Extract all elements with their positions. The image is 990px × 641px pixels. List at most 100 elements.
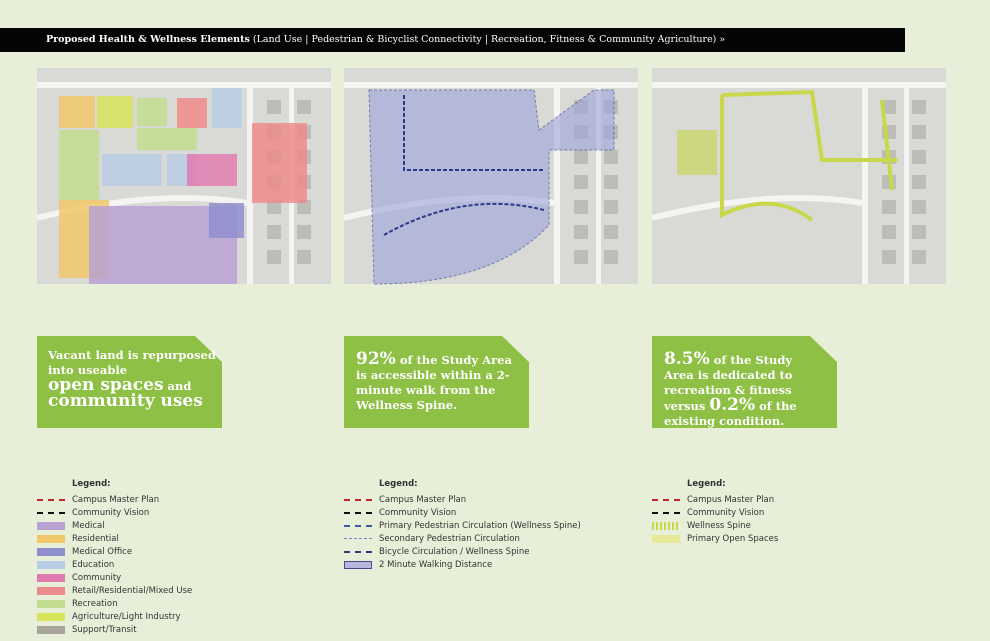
legend-title: Legend: — [379, 479, 418, 489]
building — [574, 150, 588, 164]
legend-label: Campus Master Plan — [379, 494, 467, 505]
legend-label: Support/Transit — [72, 624, 137, 635]
legend-swatch — [37, 612, 65, 621]
building — [912, 125, 926, 139]
legend-label: Community Vision — [379, 507, 457, 518]
legend-label: Campus Master Plan — [72, 494, 160, 505]
legend-item: Community — [37, 571, 192, 584]
building — [604, 225, 618, 239]
legend: Legend: Campus Master Plan Community Visio… — [344, 479, 581, 571]
callout-text: Vacant land is repurposed into useable o… — [48, 348, 223, 410]
building — [882, 250, 896, 264]
callout-run: 8.5% — [664, 349, 710, 369]
legend-swatch — [37, 573, 65, 582]
open-space — [677, 130, 717, 175]
legend-item: Primary Open Spaces — [652, 532, 778, 545]
wellness-spine — [720, 89, 897, 222]
legend-label: Secondary Pedestrian Circulation — [379, 533, 520, 544]
legend-label: Primary Pedestrian Circulation (Wellness… — [379, 520, 581, 531]
building — [297, 250, 311, 264]
legend-item: Bicycle Circulation / Wellness Spine — [344, 545, 581, 558]
legend-item: Medical — [37, 519, 192, 532]
legend-swatch — [344, 560, 372, 569]
legend-swatch — [652, 534, 680, 543]
building — [574, 250, 588, 264]
legend-swatch — [344, 538, 372, 539]
road — [37, 82, 331, 88]
legend-label: Wellness Spine — [687, 520, 751, 531]
legend-item: Secondary Pedestrian Circulation — [344, 532, 581, 545]
building — [604, 150, 618, 164]
legend-item: Residential — [37, 532, 192, 545]
legend-item: Recreation — [37, 597, 192, 610]
legend-swatch — [37, 534, 65, 543]
spine — [383, 95, 545, 236]
legend-label: Recreation — [72, 598, 118, 609]
building — [912, 225, 926, 239]
legend-label: Education — [72, 559, 115, 570]
legend-label: Medical Office — [72, 546, 133, 557]
legend-swatch — [344, 550, 372, 553]
land-use-block — [59, 130, 99, 170]
callout-text: 92% of the Study Area is accessible with… — [356, 349, 516, 413]
building — [267, 200, 281, 214]
legend-swatch — [37, 625, 65, 634]
land-use-block — [59, 96, 95, 128]
callout-run: of the Study Area is dedicated to recrea… — [664, 353, 793, 413]
land-use-block — [252, 123, 307, 203]
legend-swatch — [652, 498, 680, 501]
callout-run: open spaces — [48, 375, 164, 395]
building — [882, 100, 896, 114]
building — [604, 250, 618, 264]
legend-item: Community Vision — [344, 506, 581, 519]
legend-item: Campus Master Plan — [37, 493, 192, 506]
legend-item: Community Vision — [652, 506, 778, 519]
land-use-block — [59, 170, 99, 200]
legend-item: Agriculture/Light Industry — [37, 610, 192, 623]
map-base — [652, 68, 946, 284]
legend-item: Campus Master Plan — [652, 493, 778, 506]
legend-item: Education — [37, 558, 192, 571]
legend-label: Bicycle Circulation / Wellness Spine — [379, 546, 530, 557]
building — [912, 200, 926, 214]
building — [574, 225, 588, 239]
legend-item: Retail/Residential/Mixed Use — [37, 584, 192, 597]
legend-title: Legend: — [72, 479, 111, 489]
callout-box — [344, 336, 529, 428]
callout-run: of the existing condition. — [664, 399, 797, 428]
legend-swatch — [344, 498, 372, 501]
legend-swatch — [652, 521, 680, 530]
road — [554, 88, 560, 284]
road — [651, 195, 863, 221]
legend: Legend: Campus Master Plan Community Visio… — [652, 479, 778, 545]
callout-run: of the Study Area is accessible within a… — [356, 353, 512, 412]
building — [604, 175, 618, 189]
legend-swatch — [344, 511, 372, 514]
callout-box — [37, 336, 222, 428]
legend-title: Legend: — [687, 479, 726, 489]
legend-label: Retail/Residential/Mixed Use — [72, 585, 193, 596]
building — [297, 200, 311, 214]
maps — [36, 68, 946, 285]
building — [574, 175, 588, 189]
header-subtitle: (Land Use | Pedestrian & Bicyclist Conne… — [252, 34, 726, 45]
legend-item: Primary Pedestrian Circulation (Wellness… — [344, 519, 581, 532]
legend-label: Campus Master Plan — [687, 494, 775, 505]
building — [574, 200, 588, 214]
legend-swatch — [37, 521, 65, 530]
legend-item: 2 Minute Walking Distance — [344, 558, 581, 571]
site-map — [36, 68, 331, 284]
site-map — [343, 68, 638, 285]
legend-swatch — [37, 560, 65, 569]
legend-label: Primary Open Spaces — [687, 533, 779, 544]
legend-label: Medical — [72, 520, 105, 531]
land-use-block — [177, 98, 207, 128]
callout-run: 92% — [356, 349, 396, 369]
land-use-block — [102, 154, 162, 186]
legend-label: Residential — [72, 533, 119, 544]
legend-item: Campus Master Plan — [344, 493, 581, 506]
legend-item: Community Vision — [37, 506, 192, 519]
building — [267, 225, 281, 239]
